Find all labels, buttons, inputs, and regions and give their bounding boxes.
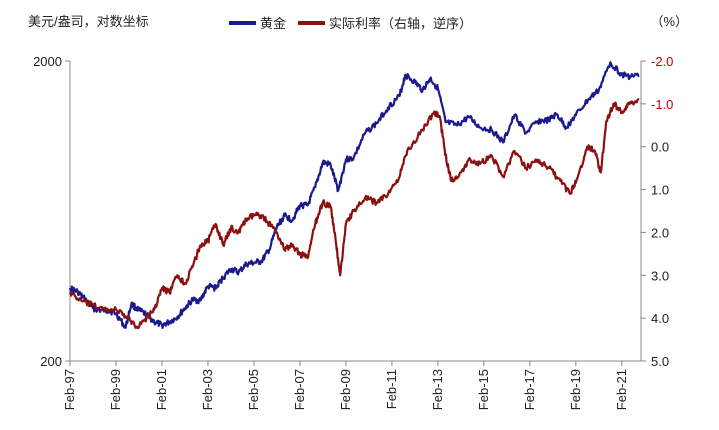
x-axis-tick-label: Feb-03 (200, 369, 215, 410)
x-axis-tick-label: Feb-13 (430, 369, 445, 410)
left-axis-tick-label: 2000 (33, 54, 62, 69)
right-axis-unit: （%） (650, 14, 688, 29)
left-axis-ticks: 2000 200 (33, 54, 70, 369)
right-axis-tick-label: 5.0 (651, 354, 669, 369)
left-axis-label: 美元/盎司，对数坐标 (28, 14, 149, 29)
x-axis-tick-label: Feb-11 (384, 369, 399, 409)
gold-price-line (68, 61, 640, 329)
x-axis-tick-label: Feb-01 (154, 369, 169, 410)
x-axis-tick-label: Feb-05 (246, 369, 261, 410)
right-axis-tick-label: -2.0 (651, 54, 673, 69)
x-axis-tick-label: Feb-19 (568, 369, 583, 410)
right-axis-tick-label: 4.0 (651, 311, 669, 326)
x-axis-tick-label: Feb-15 (476, 369, 491, 410)
x-axis-ticks: Feb-97 Feb-99 Feb-01 Feb-03 Feb-05 Feb-07 Feb-… (62, 361, 629, 410)
right-axis-tick-label: 3.0 (651, 268, 669, 283)
series-layer (68, 61, 640, 330)
right-axis-tick-label: -1.0 (651, 97, 673, 112)
x-axis-tick-label: Feb-07 (292, 369, 307, 410)
left-axis-tick-label: 200 (40, 354, 62, 369)
real-rate-line (68, 98, 640, 330)
x-axis-tick-label: Feb-21 (614, 369, 629, 410)
right-axis-tick-label: 2.0 (651, 225, 669, 240)
legend-label-gold: 黄金 (260, 16, 286, 31)
x-axis-tick-label: Feb-99 (108, 369, 123, 410)
legend-label-real-rate: 实际利率（右轴，逆序） (329, 16, 472, 31)
x-axis-tick-label: Feb-09 (338, 369, 353, 410)
x-axis-tick-label: Feb-97 (62, 369, 77, 410)
right-axis-ticks: -2.0 -1.0 0.0 1.0 2.0 3.0 4.0 5.0 (641, 54, 673, 369)
right-axis-tick-label: 0.0 (651, 140, 669, 155)
right-axis-tick-label: 1.0 (651, 183, 669, 198)
legend: 黄金 实际利率（右轴，逆序） (229, 16, 472, 31)
x-axis-tick-label: Feb-17 (522, 369, 537, 410)
